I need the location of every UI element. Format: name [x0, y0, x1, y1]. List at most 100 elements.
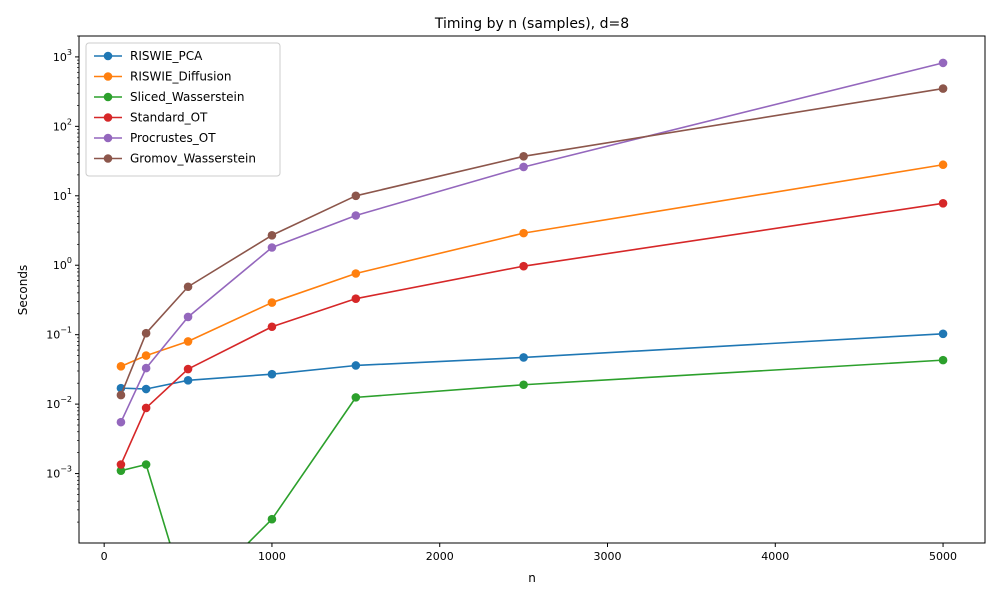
data-point	[351, 269, 361, 278]
legend: RISWIE_PCA RISWIE_Diffusion Sliced_Wassers…	[85, 42, 281, 177]
series-Standard_OT	[116, 198, 948, 469]
x-tick-label: 2000	[426, 550, 454, 563]
y-tick-label-base: 10	[53, 259, 67, 272]
series-RISWIE_Diffusion	[116, 160, 948, 371]
legend-label: Gromov_Wasserstein	[130, 152, 256, 166]
y-axis-label: Seconds	[16, 265, 30, 315]
y-tick-label: 102	[53, 117, 72, 133]
y-tick-label: 10−2	[46, 395, 72, 411]
data-point	[938, 58, 948, 68]
y-tick-label-exponent: −2	[60, 395, 72, 404]
legend-marker	[103, 51, 113, 61]
legend-entry: Gromov_Wasserstein	[94, 152, 256, 166]
y-tick-label-base: 10	[53, 120, 67, 133]
series-RISWIE_PCA	[116, 329, 948, 394]
x-tick-label: 4000	[761, 550, 789, 563]
series-Sliced_Wasserstein	[116, 355, 948, 543]
data-point	[141, 363, 151, 373]
data-point	[519, 152, 528, 161]
data-point	[141, 403, 151, 413]
y-tick-label: 10−1	[46, 326, 72, 342]
y-tick-label-exponent: 1	[67, 187, 72, 196]
y-tick-label-base: 10	[46, 468, 60, 481]
y-tick-label-exponent: −3	[60, 465, 72, 474]
data-point	[116, 466, 126, 475]
data-point	[351, 211, 361, 220]
legend-entry: Procrustes_OT	[94, 131, 216, 145]
y-tick-label-base: 10	[46, 398, 60, 411]
legend-entry: Standard_OT	[94, 111, 208, 125]
y-tick-label-base: 10	[46, 329, 60, 342]
data-point	[519, 353, 528, 362]
legend-marker	[103, 133, 113, 143]
data-point	[183, 312, 193, 322]
legend-label: RISWIE_PCA	[130, 49, 203, 63]
x-axis-label: n	[528, 571, 536, 585]
data-point	[938, 160, 948, 170]
y-tick-label: 10−3	[46, 465, 72, 481]
data-point	[938, 329, 948, 339]
data-point	[351, 191, 361, 201]
legend-label: RISWIE_Diffusion	[130, 70, 231, 84]
data-point	[141, 384, 151, 394]
x-tick-label: 5000	[929, 550, 957, 563]
y-tick-label: 101	[53, 187, 72, 203]
data-point	[519, 261, 528, 271]
data-point	[351, 361, 361, 370]
data-point	[116, 362, 126, 371]
data-point	[267, 514, 277, 524]
y-tick-label-exponent: 0	[67, 256, 72, 265]
legend-marker	[103, 113, 113, 122]
legend-marker	[103, 72, 113, 81]
x-tick-label: 1000	[258, 550, 286, 563]
legend-entry: RISWIE_Diffusion	[94, 70, 231, 84]
data-point	[116, 460, 126, 469]
data-point	[183, 282, 193, 292]
data-point	[519, 228, 528, 238]
data-point	[267, 243, 277, 252]
data-point	[938, 84, 948, 93]
x-tick-label: 0	[101, 550, 108, 563]
y-tick-label-exponent: 3	[67, 48, 72, 57]
plot-frame	[78, 35, 986, 544]
data-point	[267, 298, 277, 307]
legend-entry: Sliced_Wasserstein	[94, 90, 244, 104]
series-Procrustes_OT	[116, 58, 948, 427]
data-point	[938, 355, 948, 365]
legend-frame	[85, 42, 281, 177]
series-layer	[116, 58, 948, 543]
data-point	[267, 369, 277, 379]
x-axis: 0 1000 2000 3000 4000 5000	[101, 543, 957, 563]
series-Gromov_Wasserstein	[116, 84, 948, 400]
legend-label: Standard_OT	[130, 111, 208, 125]
data-point	[519, 162, 528, 172]
chart-title: Timing by n (samples), d=8	[434, 16, 629, 32]
data-point	[267, 230, 277, 240]
data-point	[519, 380, 528, 390]
data-point	[183, 376, 193, 385]
y-tick-label-exponent: 2	[67, 117, 72, 126]
y-tick-label: 103	[53, 48, 72, 64]
data-point	[351, 393, 361, 402]
y-tick-label-base: 10	[53, 190, 67, 203]
x-tick-label: 3000	[594, 550, 622, 563]
data-point	[938, 198, 948, 208]
y-tick-label: 100	[53, 256, 72, 272]
data-point	[141, 460, 151, 469]
data-point	[141, 328, 151, 338]
data-point	[267, 322, 277, 332]
data-point	[141, 351, 151, 360]
legend-marker	[103, 154, 113, 163]
data-point	[351, 294, 361, 303]
legend-label: Procrustes_OT	[130, 131, 216, 145]
y-tick-label-base: 10	[53, 51, 67, 64]
data-point	[116, 417, 126, 427]
legend-label: Sliced_Wasserstein	[130, 90, 244, 104]
data-point	[183, 337, 193, 346]
legend-marker	[103, 92, 113, 102]
data-point	[116, 390, 126, 400]
legend-entry: RISWIE_PCA	[94, 49, 203, 63]
data-point	[183, 364, 193, 374]
